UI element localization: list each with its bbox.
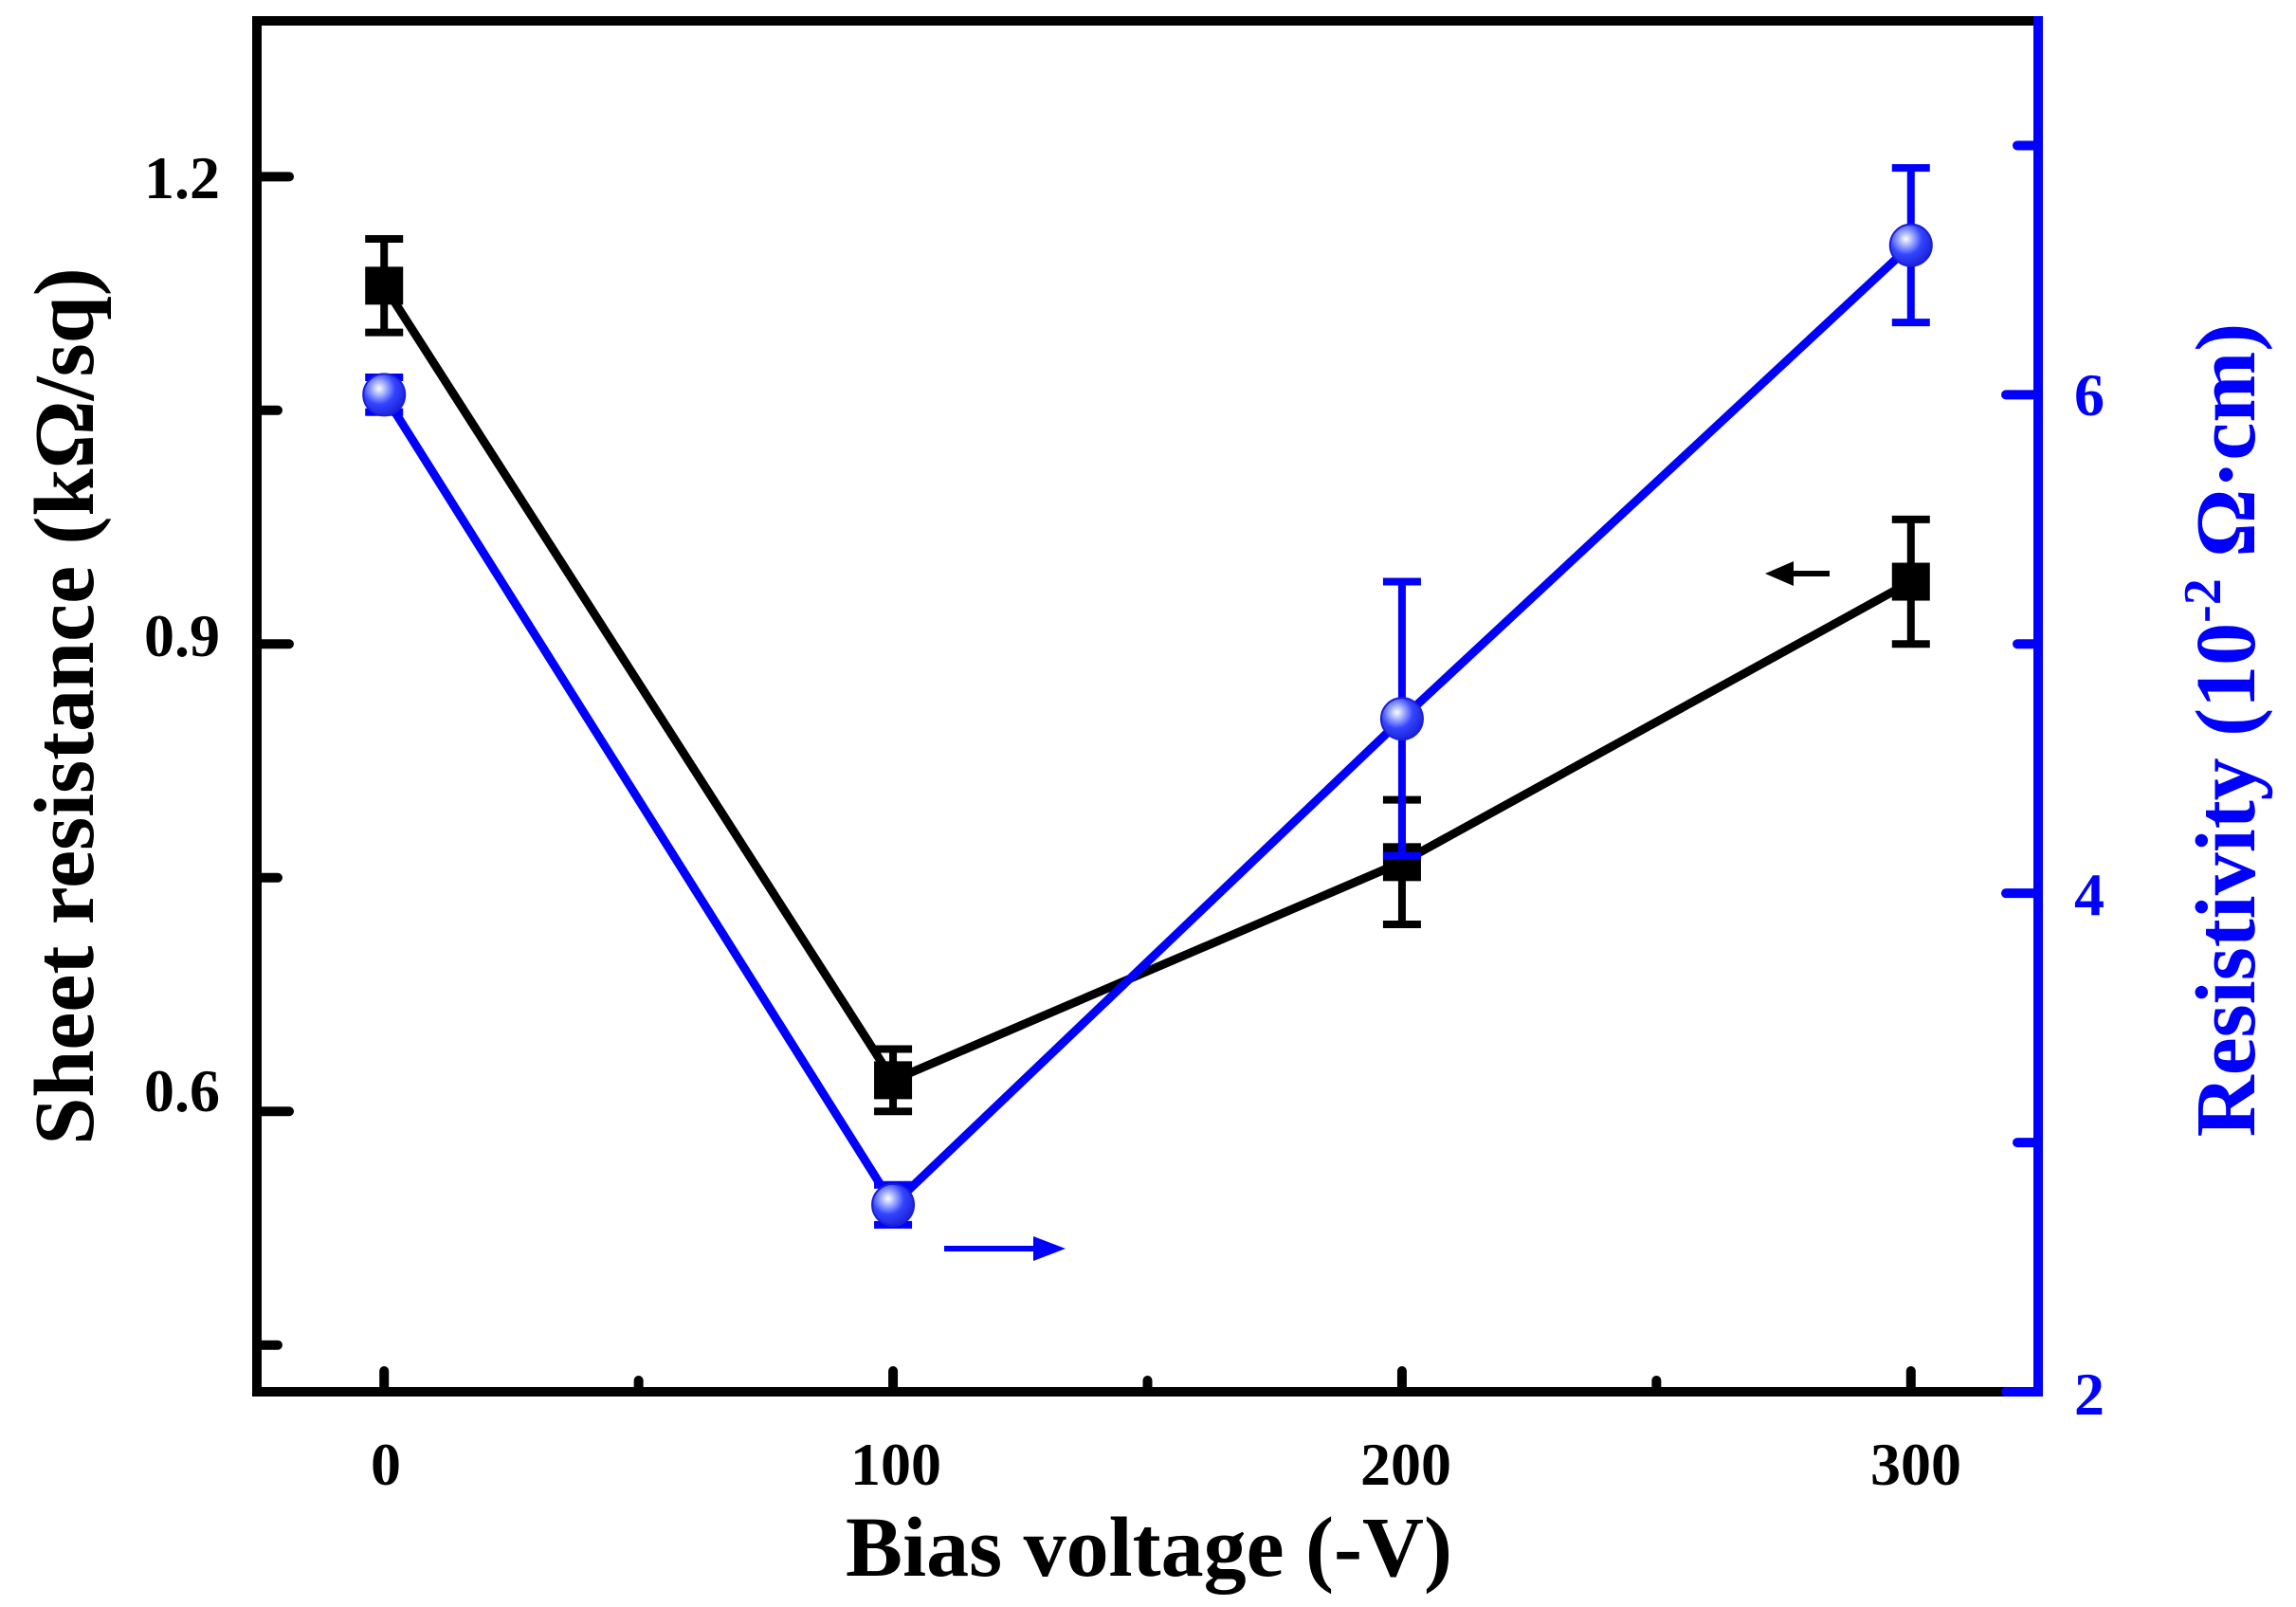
- y-right-tick-label-2: 2: [2074, 1360, 2105, 1428]
- y-right-tick-label-6: 6: [2074, 361, 2105, 429]
- data-point: [874, 1061, 913, 1100]
- series-1: [365, 235, 1930, 1116]
- y-right-title-prefix: Resistivity (10: [2179, 623, 2273, 1137]
- data-point: [362, 373, 407, 417]
- data-point: [871, 1182, 916, 1227]
- series-line: [380, 242, 1914, 1212]
- y-right-title-exponent: -2: [2174, 578, 2232, 623]
- arrow-right-annotation: [944, 1236, 1066, 1261]
- data-point: [1379, 697, 1424, 741]
- x-tick-label-300: 300: [1870, 1431, 1961, 1498]
- series-line: [380, 283, 1913, 1087]
- y-left-tick-label-0.6: 0.6: [144, 1057, 220, 1124]
- series-2: [362, 164, 1933, 1229]
- x-tick-label-100: 100: [850, 1431, 941, 1498]
- y-right-tick-label-4: 4: [2074, 861, 2105, 928]
- y-left-tick-label-1.2: 1.2: [144, 144, 220, 211]
- data-point: [1888, 223, 1933, 267]
- arrow-left-annotation: [1765, 561, 1830, 586]
- x-tick-label-0: 0: [371, 1431, 401, 1498]
- x-axis-title: Bias voltage (-V): [846, 1501, 1452, 1595]
- data-point: [1891, 562, 1930, 601]
- y-right-axis-title: Resistivity (10-2 Ω·cm): [2174, 323, 2273, 1138]
- data-point: [365, 266, 404, 305]
- y-right-title-suffix: Ω·cm): [2179, 323, 2273, 578]
- y-left-axis-title: Sheet resistance (kΩ/sq): [18, 267, 112, 1144]
- y-left-tick-label-0.9: 0.9: [144, 602, 220, 669]
- x-tick-label-200: 200: [1360, 1431, 1451, 1498]
